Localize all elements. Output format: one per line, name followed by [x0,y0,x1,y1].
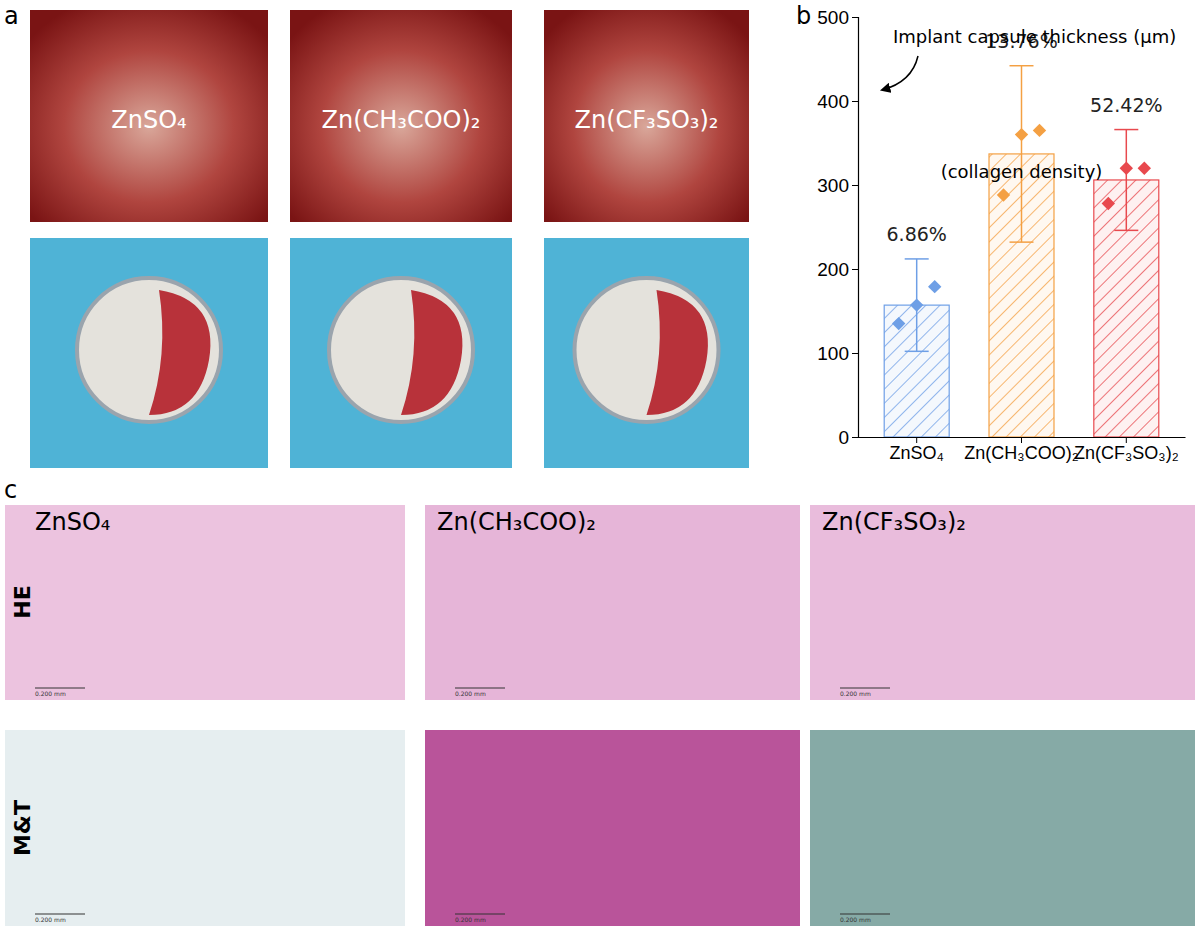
scale-bar [35,688,85,689]
photo [30,238,268,468]
figure: abcZnSO₄Zn(CH₃COO)₂Zn(CF₃SO₃)₂0.200 mm0.… [0,0,1200,926]
implant [329,278,473,422]
data-point [1033,124,1046,137]
tick-label: 400 [817,91,849,112]
data-point [1102,197,1115,210]
scale-bar [840,688,890,689]
scale-bar-label: 0.200 mm [35,916,66,923]
data-point [997,188,1010,201]
tick-mark [852,437,858,438]
scale-bar [455,688,505,689]
photo-label: Zn(CH₃COO)₂ [322,106,481,134]
error-bar [1114,130,1138,231]
tick: Zn(CH₃COO)₂ [964,437,1078,463]
tick-mark [852,101,858,102]
tick-mark [852,185,858,186]
data-label: 52.42% [1090,94,1162,116]
error-bar-cap [1010,241,1034,243]
tissue [149,290,210,415]
photo [30,10,268,222]
annotation: Implant capsule thickness (µm) [893,26,1176,47]
scale-bar-label: 0.200 mm [840,916,871,923]
scale-bar [455,914,505,915]
photo [544,10,749,222]
tick: 0 [838,427,858,448]
tick-label: 0 [838,427,849,448]
tick-mark [852,17,858,18]
data-point [910,298,923,311]
tick: 200 [817,259,858,280]
data-label: 6.86% [887,223,947,245]
micrograph [5,505,405,700]
micrograph [5,730,405,926]
axis-line [852,18,859,438]
micrograph-label: Zn(CF₃SO₃)₂ [822,508,966,536]
tick-mark [852,269,858,270]
x-axis: ZnSO₄ Zn(CH₃COO)₂Zn(CF₃SO₃)₂ [859,437,1186,463]
error-bar-cap [1010,65,1034,67]
photo-label: ZnSO₄ [111,106,186,134]
tick-label: Zn(CH₃COO)₂ [964,443,1078,463]
scale-bar-label: 0.200 mm [840,690,871,697]
tissue [647,290,708,415]
scale-bar [840,914,890,915]
error-bar-cap [905,351,929,353]
data-point [1015,128,1028,141]
micrograph [425,730,800,926]
plot-area [884,66,1159,437]
y-axis: 0 100 200 300 400 500 [817,7,858,448]
scale-bar-label: 0.200 mm [455,690,486,697]
tick-mark [852,353,858,354]
stain-label: M&T [10,800,35,856]
error-bar [905,259,929,351]
tick-label: ZnSO₄ [890,443,944,463]
data-point [928,280,941,293]
error-bar-cap [905,258,929,260]
micrograph-label: Zn(CH₃COO)₂ [437,508,596,536]
tick-label: Zn(CF₃SO₃)₂ [1074,443,1179,463]
tick: 500 [817,7,858,28]
micrograph-label: ZnSO₄ [35,508,110,536]
implant [575,278,719,422]
photo-label: Zn(CF₃SO₃)₂ [575,106,719,134]
panel-label: a [4,2,19,30]
tick: 100 [817,343,858,364]
scale-bar-label: 0.200 mm [455,916,486,923]
micrograph [810,730,1195,926]
panel-label: b [796,2,811,30]
tick: 400 [817,91,858,112]
annotation-arrow [882,56,918,90]
photo [544,238,749,468]
tissue [401,290,462,415]
scale-bar [35,914,85,915]
data-point [892,317,905,330]
micrograph [810,505,1195,700]
tick-label: 500 [817,7,849,28]
stain-label: HE [10,585,35,618]
error-bar-cap [1114,230,1138,232]
error-bar-cap [1114,129,1138,131]
error-bar-stem [1126,130,1128,231]
tick-label: 100 [817,343,849,364]
data-point [1120,161,1133,174]
tick-label: 300 [817,175,849,196]
tick: 300 [817,175,858,196]
tick: ZnSO₄ [890,437,944,463]
tick-label: 200 [817,259,849,280]
panel-label: c [4,476,17,504]
implant [77,278,221,422]
micrograph [425,505,800,700]
photo [290,10,512,222]
tick: Zn(CF₃SO₃)₂ [1074,437,1179,463]
scale-bar-label: 0.200 mm [35,690,66,697]
error-bar [1010,66,1034,242]
photo [290,238,512,468]
annotation: (collagen density) [941,161,1103,182]
error-bar-stem [1021,66,1023,242]
data-point [1138,161,1151,174]
